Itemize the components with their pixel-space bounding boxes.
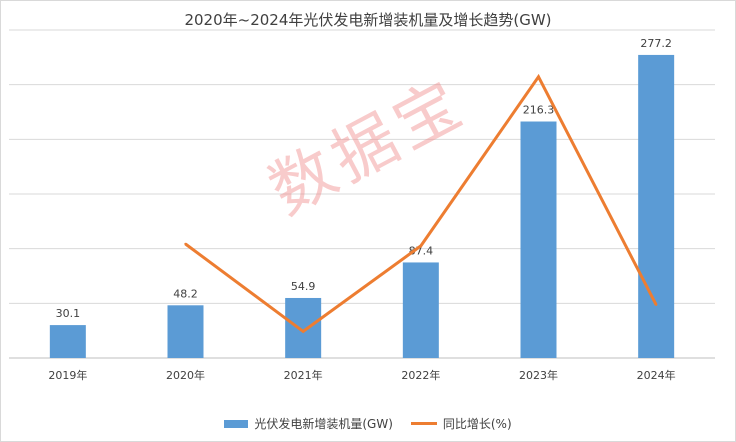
data-label: 30.1 (56, 307, 81, 320)
data-label: 87.4 (409, 244, 434, 257)
bar (520, 121, 557, 359)
line-point (184, 242, 187, 246)
x-tick-label: 2019年 (48, 368, 87, 382)
x-tick-label: 2024年 (637, 368, 676, 382)
legend-item-bar: 光伏发电新增装机量(GW) (224, 415, 393, 432)
line-point (301, 330, 305, 333)
x-tick-label: 2020年 (166, 368, 205, 382)
legend-swatch-line (410, 422, 437, 425)
chart-title: 2020年~2024年光伏发电新增装机量及增长趋势(GW) (184, 11, 552, 29)
line-point (654, 303, 658, 306)
legend-label-bar: 光伏发电新增装机量(GW) (254, 417, 393, 431)
data-label: 277.2 (640, 37, 672, 50)
x-tick-label: 2021年 (284, 368, 323, 382)
bar (285, 297, 322, 358)
bar (167, 305, 204, 358)
x-tick-label: 2022年 (401, 368, 440, 382)
data-label: 48.2 (173, 287, 198, 300)
bar (49, 325, 86, 358)
bar (402, 262, 439, 358)
data-label: 54.9 (291, 280, 316, 293)
chart-plot-area: 30.1 2019年 48.2 2020年 54.9 2021年 87.4 2022年 216.… (9, 29, 715, 382)
legend-label-line: 同比增长(%) (442, 417, 512, 431)
legend-item-line: 同比增长(%) (410, 415, 512, 432)
bar (638, 54, 675, 358)
chart-legend: 光伏发电新增装机量(GW) 同比增长(%) (1, 415, 735, 432)
x-tick-label: 2023年 (519, 368, 558, 382)
line-point (537, 75, 540, 79)
data-label: 216.3 (523, 104, 555, 117)
line-point (419, 244, 423, 248)
legend-swatch-bar (224, 419, 249, 428)
